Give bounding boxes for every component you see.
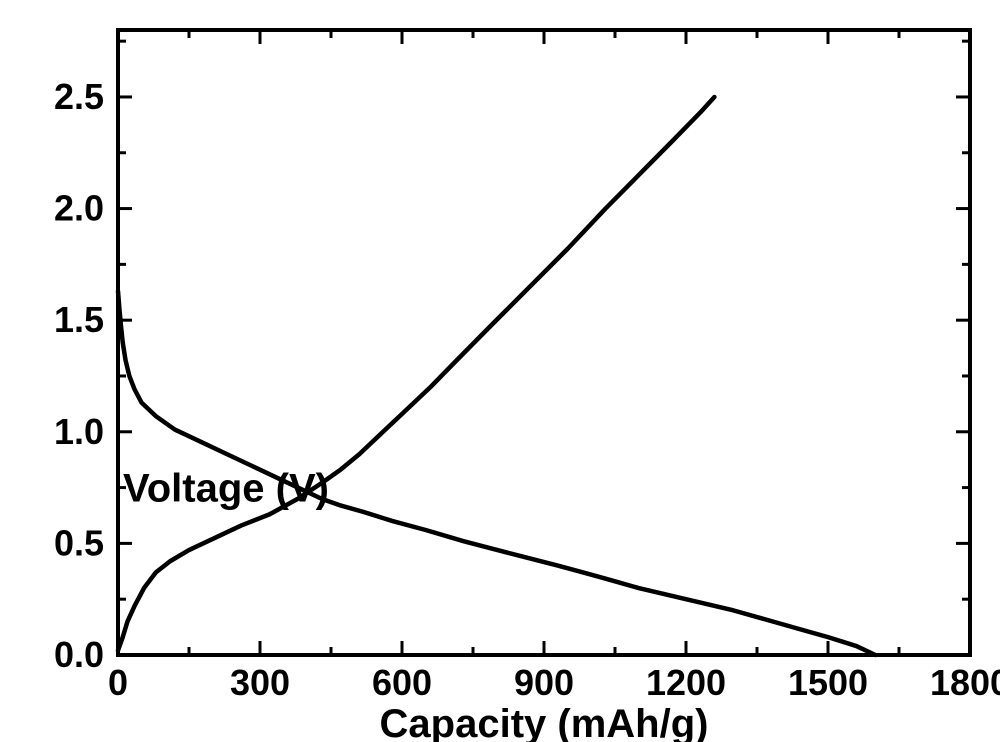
y-tick-label: 2.0: [54, 188, 104, 229]
y-tick-label: 0.5: [54, 522, 104, 563]
y-tick-label: 0.0: [54, 634, 104, 675]
x-tick-label: 1500: [788, 662, 868, 703]
y-tick-label: 1.5: [54, 299, 104, 340]
chart-background: [0, 0, 1000, 742]
x-tick-label: 1200: [646, 662, 726, 703]
x-tick-label: 600: [372, 662, 432, 703]
x-tick-label: 300: [230, 662, 290, 703]
x-axis-title: Capacity (mAh/g): [380, 702, 709, 742]
y-tick-label: 1.0: [54, 411, 104, 452]
voltage-capacity-chart: 0 300 600 900 1200 1500 1800 0.0 0.5 1.0 1.5 2.0 2.5…: [0, 0, 1000, 742]
x-tick-label: 900: [514, 662, 574, 703]
x-tick-label: 1800: [930, 662, 1000, 703]
chart-container: 0 300 600 900 1200 1500 1800 0.0 0.5 1.0 1.5 2.0 2.5…: [0, 0, 1000, 742]
y-tick-label: 2.5: [54, 76, 104, 117]
x-tick-label: 0: [108, 662, 128, 703]
y-axis-title: Voltage (V): [123, 467, 329, 511]
